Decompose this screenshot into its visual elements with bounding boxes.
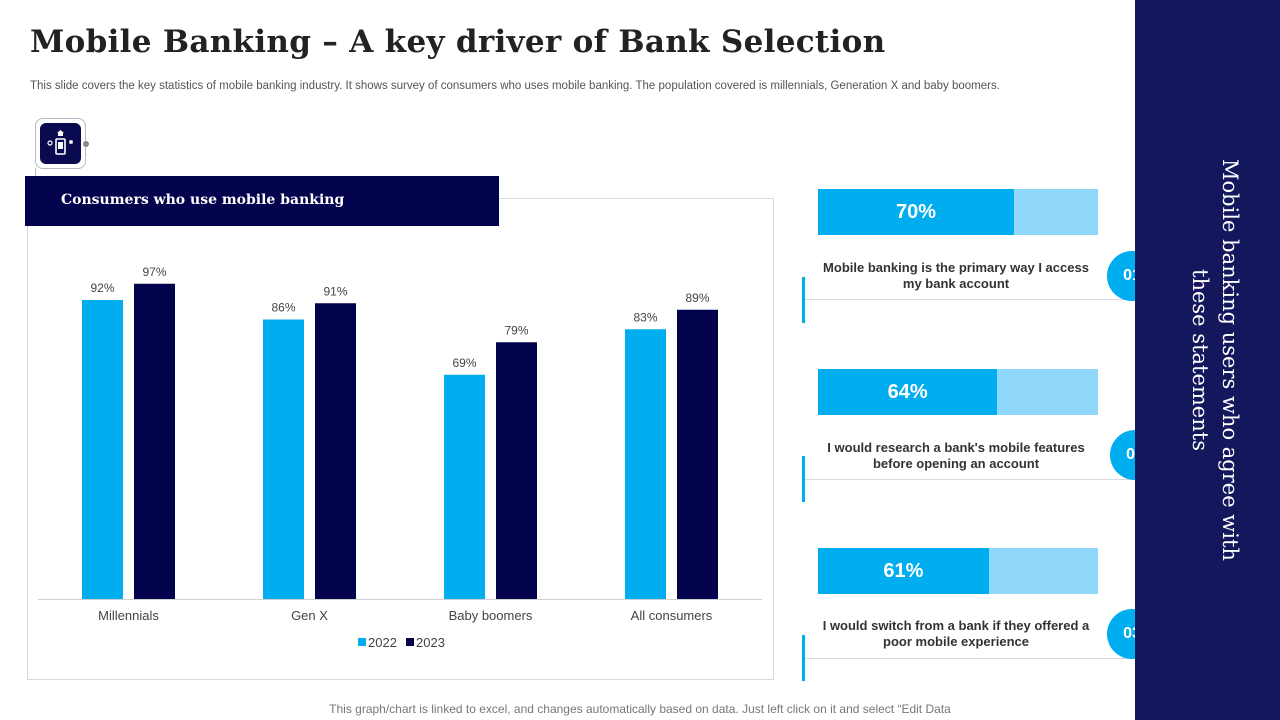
stat-bar-2: 64% (818, 369, 1098, 415)
bar-millennials-2023 (134, 283, 175, 599)
stat-divider-1 (805, 299, 1135, 300)
bar-baby-boomers-2022 (444, 374, 485, 599)
footer-note: This graph/chart is linked to excel, and… (329, 702, 951, 716)
stat-fill-1: 70% (818, 189, 1014, 235)
data-label: 92% (90, 281, 114, 295)
stat-bar-1: 70% (818, 189, 1098, 235)
stat-bar-3: 61% (818, 548, 1098, 594)
bar-baby-boomers-2023 (496, 342, 537, 599)
stat-fill-3: 61% (818, 548, 989, 594)
legend-swatch-2023 (406, 638, 414, 646)
data-label: 79% (504, 323, 528, 337)
category-label: Gen X (291, 608, 328, 623)
legend-label-2023: 2023 (416, 635, 445, 650)
bar-all-consumers-2022 (625, 329, 666, 599)
data-label: 91% (323, 284, 347, 298)
data-label: 83% (633, 310, 657, 324)
category-label: Millennials (98, 608, 159, 623)
slide-title: Mobile Banking – A key driver of Bank Se… (30, 24, 886, 60)
category-label: Baby boomers (449, 608, 533, 623)
stat-divider-2 (805, 479, 1135, 480)
legend-swatch-2022 (358, 638, 366, 646)
bar-millennials-2022 (82, 300, 123, 599)
icon-frame (35, 118, 89, 169)
bar-all-consumers-2023 (677, 309, 718, 599)
category-label: All consumers (631, 608, 713, 623)
data-label: 89% (685, 291, 709, 305)
stat-fill-2: 64% (818, 369, 998, 415)
stat-text-2: I would research a bank's mobile feature… (827, 440, 1085, 471)
stat-divider-3 (805, 658, 1135, 659)
stat-text-1: Mobile banking is the primary way I acce… (823, 260, 1089, 291)
side-panel-text: Mobile banking users who agree with thes… (1188, 159, 1242, 561)
chart-title-banner: Consumers who use mobile banking (25, 176, 499, 226)
stat-text-3: I would switch from a bank if they offer… (822, 618, 1090, 649)
stat-tick-1 (802, 277, 805, 323)
stat-tick-3 (802, 635, 805, 681)
stat-tick-2 (802, 456, 805, 502)
data-label: 69% (452, 356, 476, 370)
bar-gen-x-2023 (315, 303, 356, 599)
connector-dot (83, 141, 89, 147)
bar-gen-x-2022 (263, 319, 304, 599)
legend-label-2022: 2022 (368, 635, 397, 650)
side-panel (1135, 0, 1280, 720)
slide-subtitle: This slide covers the key statistics of … (30, 80, 1000, 92)
mobile-banking-icon (40, 123, 81, 164)
data-label: 97% (142, 265, 166, 279)
data-label: 86% (271, 301, 295, 315)
